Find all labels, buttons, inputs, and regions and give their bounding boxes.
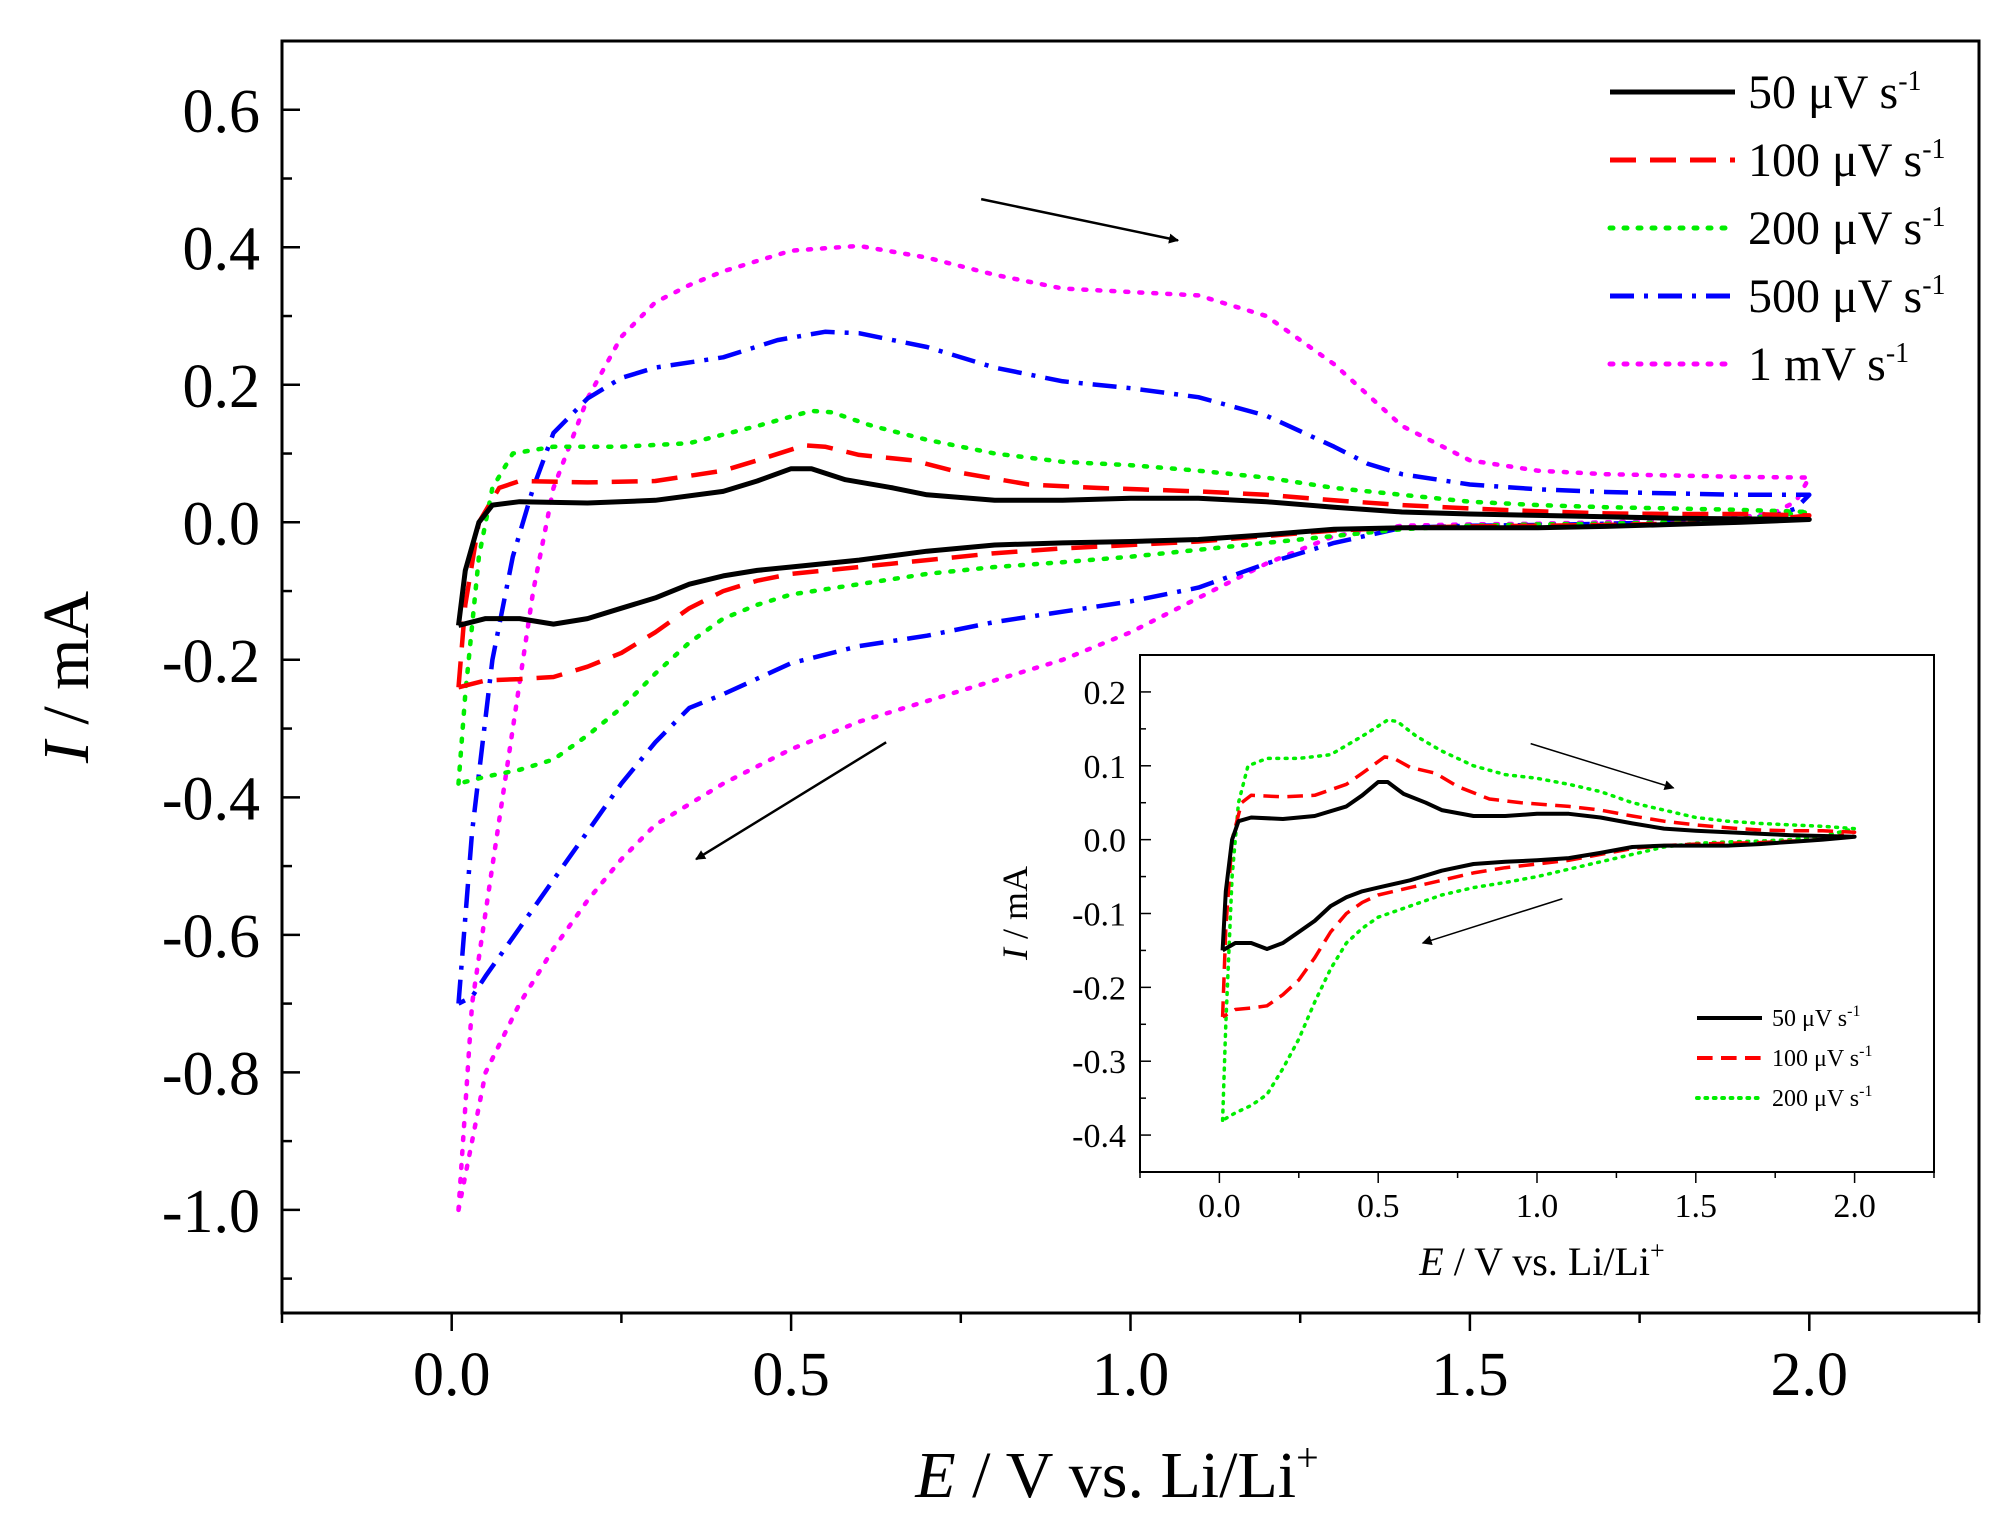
main-y-tick-label: -0.4	[162, 765, 260, 833]
main-x-tick-label: 0.0	[413, 1341, 491, 1409]
inset-series-group	[1220, 718, 1857, 1123]
main-cathodic-arrow	[695, 741, 887, 861]
inset-x-tick-label: 0.0	[1198, 1188, 1241, 1225]
main-arrows	[695, 197, 1179, 861]
inset-y-axis-label: I / mA	[995, 866, 1035, 961]
main-y-tick-label: 0.6	[183, 78, 261, 146]
main-x-axis-label: E / V vs. Li/Li+	[914, 1435, 1318, 1512]
inset-series-line-100-dashed	[1220, 755, 1857, 1019]
inset-anodic-arrow	[1530, 742, 1675, 791]
main-series-line-500-dashdot	[456, 329, 1812, 1006]
inset-cathodic-arrow	[1421, 898, 1563, 946]
inset-x-axis-label: E / V vs. Li/Li+	[1418, 1236, 1664, 1284]
inset-y-tick-label: -0.2	[1072, 970, 1126, 1007]
inset-x-tick-label: 2.0	[1833, 1188, 1876, 1225]
inset-series-line-200-dotted	[1220, 718, 1857, 1123]
inset-x-tick-label: 0.5	[1357, 1188, 1400, 1225]
inset-y-axis: 0.2 0.1 0.0 -0.1 -0.2 -0.3 -0.4	[1072, 654, 1151, 1173]
main-legend-label: 500 μV s-1	[1748, 270, 1946, 323]
inset-legend-label: 200 μV s-1	[1772, 1083, 1872, 1112]
inset-y-tick-label: 0.1	[1084, 749, 1127, 786]
main-legend-label: 200 μV s-1	[1748, 202, 1946, 255]
main-legend: 50 μV s-1 100 μV s-1 200 μV s-1 500 μV s-1 1…	[1607, 66, 1946, 391]
main-y-axis-label: I / mA	[30, 591, 103, 765]
main-y-tick-label: -0.2	[162, 628, 260, 696]
main-y-tick-label: -0.6	[162, 903, 260, 971]
main-y-tick-label: -1.0	[162, 1178, 260, 1246]
main-x-tick-label: 1.5	[1431, 1341, 1509, 1409]
main-y-axis: 0.6 0.4 0.2 0.0 -0.2 -0.4 -0.6 -0.8 -1.0	[162, 39, 300, 1280]
main-legend-label: 100 μV s-1	[1748, 134, 1946, 187]
main-series-line-100-dashed	[456, 443, 1812, 690]
main-y-tick-label: 0.4	[183, 215, 261, 283]
inset-arrows	[1421, 742, 1675, 946]
inset-x-axis: 0.0 0.5 1.0 1.5 2.0	[1139, 1172, 1935, 1225]
main-y-tick-label: -0.8	[162, 1040, 260, 1108]
main-y-tick-label: 0.2	[183, 353, 261, 421]
main-x-axis: 0.0 0.5 1.0 1.5 2.0	[280, 1313, 1981, 1409]
main-x-tick-label: 1.0	[1092, 1341, 1170, 1409]
inset-x-tick-label: 1.5	[1675, 1188, 1718, 1225]
main-anodic-arrow	[980, 197, 1179, 244]
inset-y-tick-label: 0.2	[1084, 675, 1127, 712]
inset-legend-label: 50 μV s-1	[1772, 1003, 1860, 1032]
inset-legend-label: 100 μV s-1	[1772, 1043, 1872, 1072]
inset-x-tick-label: 1.0	[1516, 1188, 1559, 1225]
main-x-tick-label: 0.5	[752, 1341, 830, 1409]
main-x-tick-label: 2.0	[1771, 1341, 1849, 1409]
main-series-line-50-solid	[456, 466, 1812, 628]
inset-legend: 50 μV s-1 100 μV s-1 200 μV s-1	[1695, 1003, 1872, 1112]
inset-y-tick-label: -0.4	[1072, 1118, 1126, 1155]
inset-y-tick-label: -0.1	[1072, 897, 1126, 934]
main-legend-label: 50 μV s-1	[1748, 66, 1922, 119]
inset-y-tick-label: 0.0	[1084, 823, 1127, 860]
main-series-line-200-dotted	[456, 408, 1812, 786]
main-series-line-1-dotted	[456, 243, 1812, 1213]
inset-series-line-50-solid	[1220, 780, 1857, 953]
main-series-group	[456, 243, 1812, 1213]
main-y-tick-label: 0.0	[183, 490, 261, 558]
inset-y-tick-label: -0.3	[1072, 1044, 1126, 1081]
main-legend-label: 1 mV s-1	[1748, 338, 1909, 391]
